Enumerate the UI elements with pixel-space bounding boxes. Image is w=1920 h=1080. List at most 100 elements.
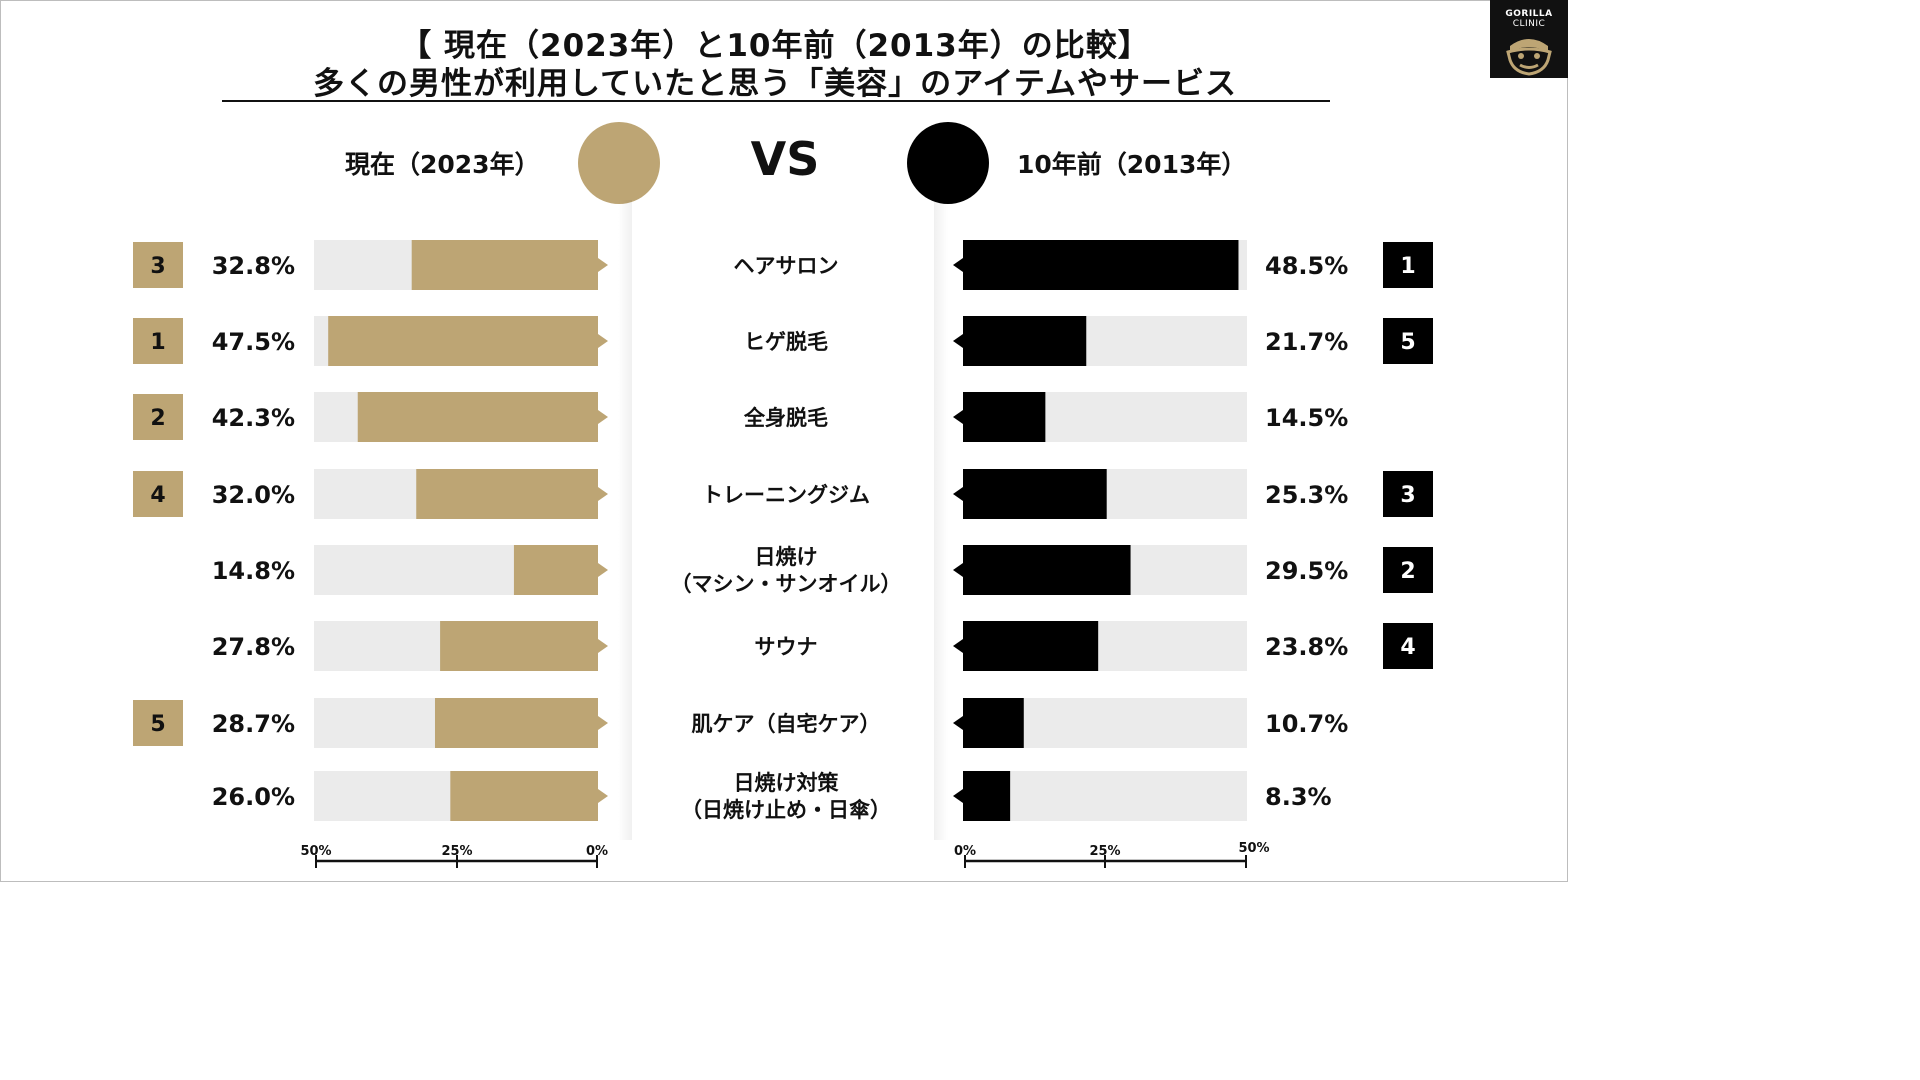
current-rank-number-6: 5	[150, 712, 165, 737]
past-value-label-2: 14.5%	[1265, 404, 1348, 432]
past-value-label-1: 21.7%	[1265, 328, 1348, 356]
past-pointer-2	[953, 410, 963, 424]
current-value-label-5: 27.8%	[212, 633, 295, 661]
current-pointer-6	[598, 716, 608, 730]
past-rank-badge-1	[1383, 318, 1433, 364]
category-label-4-line-1: （マシン・サンオイル）	[671, 572, 902, 596]
current-bar-6	[434, 698, 598, 748]
past-bar-0	[963, 240, 1239, 290]
past-rank-number-1: 5	[1400, 330, 1415, 355]
gorilla-face-icon	[1506, 39, 1552, 76]
past-value-label-6: 10.7%	[1265, 710, 1348, 738]
category-label-4-line-0: 日焼け	[755, 545, 818, 569]
current-pointer-0	[598, 258, 608, 272]
left-axis-tick-label-1: 25%	[441, 844, 472, 859]
current-rank-badge-2	[133, 394, 183, 440]
past-bar-3	[963, 469, 1107, 519]
past-pointer-4	[953, 563, 963, 577]
past-bar-2	[963, 392, 1046, 442]
category-label-6: 肌ケア（自宅ケア）	[692, 712, 881, 736]
current-pointer-4	[598, 563, 608, 577]
past-bar-7	[963, 771, 1011, 821]
legend-dot-current	[578, 122, 660, 204]
current-pointer-2	[598, 410, 608, 424]
past-bar-6	[963, 698, 1024, 748]
past-track-7	[963, 771, 1247, 821]
category-label-7-line-1: （日焼け止め・日傘）	[681, 798, 891, 822]
current-value-label-4: 14.8%	[212, 557, 295, 585]
past-value-label-0: 48.5%	[1265, 252, 1348, 280]
past-bar-1	[963, 316, 1087, 366]
past-rank-badge-4	[1383, 547, 1433, 593]
category-label-5: サウナ	[755, 635, 818, 659]
category-label-1: ヒゲ脱毛	[744, 330, 828, 354]
past-pointer-0	[953, 258, 963, 272]
current-pointer-5	[598, 639, 608, 653]
butterfly-bar-chart: 32.8% 3 48.5% 1 ヘアサロン 47.5% 1 21.7% 5 ヒゲ脱毛 42.3% 2 1…	[133, 240, 1433, 868]
current-bar-1	[328, 316, 598, 366]
category-label-7: 日焼け対策 （日焼け止め・日傘）	[681, 771, 891, 822]
past-value-label-4: 29.5%	[1265, 557, 1348, 585]
past-rank-badge-0	[1383, 242, 1433, 288]
past-pointer-6	[953, 716, 963, 730]
current-rank-number-1: 1	[150, 330, 165, 355]
current-value-label-3: 32.0%	[212, 481, 295, 509]
category-label-7-line-0: 日焼け対策	[734, 771, 840, 795]
past-pointer-3	[953, 487, 963, 501]
past-value-label-5: 23.8%	[1265, 633, 1348, 661]
current-rank-number-3: 4	[150, 483, 165, 508]
past-pointer-7	[953, 789, 963, 803]
past-pointer-5	[953, 639, 963, 653]
current-value-label-1: 47.5%	[212, 328, 295, 356]
past-rank-badge-3	[1383, 471, 1433, 517]
past-value-label-3: 25.3%	[1265, 481, 1348, 509]
current-value-label-0: 32.8%	[212, 252, 295, 280]
right-axis-tick-label-1: 25%	[1089, 844, 1120, 859]
current-bar-0	[411, 240, 598, 290]
chart-title-line-2: 多くの男性が利用していたと思う「美容」のアイテムやサービス	[313, 66, 1237, 102]
vs-label: VS	[750, 132, 820, 186]
category-label-2: 全身脱毛	[743, 406, 828, 430]
legend-dot-past	[907, 122, 989, 204]
divider-shadow-left	[618, 200, 632, 840]
left-axis-tick-label-2: 0%	[586, 844, 608, 859]
current-pointer-7	[598, 789, 608, 803]
current-rank-badge-3	[133, 471, 183, 517]
gorilla-clinic-logo: GORILLA CLINIC	[1490, 0, 1568, 78]
current-bar-3	[416, 469, 598, 519]
title-underline	[222, 100, 1330, 102]
current-rank-badge-0	[133, 242, 183, 288]
past-rank-number-5: 4	[1400, 635, 1415, 660]
logo-text-line-2: CLINIC	[1512, 19, 1546, 29]
legend-label-past: 10年前（2013年）	[1017, 150, 1247, 179]
current-bar-5	[440, 621, 598, 671]
category-label-3: トレーニングジム	[702, 483, 870, 507]
current-bar-2	[357, 392, 598, 442]
chart-title-line-1: 【 現在（2023年）と10年前（2013年）の比較】	[400, 28, 1150, 64]
current-pointer-1	[598, 334, 608, 348]
slide-frame	[0, 0, 1568, 882]
past-pointer-1	[953, 334, 963, 348]
logo-text-line-1: GORILLA	[1505, 9, 1553, 19]
current-value-label-2: 42.3%	[212, 404, 295, 432]
current-pointer-3	[598, 487, 608, 501]
past-value-label-7: 8.3%	[1265, 783, 1332, 811]
category-label-0: ヘアサロン	[734, 254, 839, 278]
past-rank-badge-5	[1383, 623, 1433, 669]
divider-shadow-right	[934, 200, 948, 840]
current-rank-number-0: 3	[150, 254, 165, 279]
past-rank-number-0: 1	[1400, 254, 1415, 279]
left-axis-tick-label-0: 50%	[300, 844, 331, 859]
past-rank-number-4: 2	[1400, 559, 1415, 584]
current-value-label-7: 26.0%	[212, 783, 295, 811]
category-label-4: 日焼け （マシン・サンオイル）	[671, 545, 902, 596]
past-bar-5	[963, 621, 1099, 671]
current-bar-7	[450, 771, 598, 821]
current-value-label-6: 28.7%	[212, 710, 295, 738]
current-rank-badge-6	[133, 700, 183, 746]
past-bar-4	[963, 545, 1131, 595]
legend-label-current: 現在（2023年）	[345, 150, 540, 179]
right-axis-tick-label-0: 0%	[954, 844, 976, 859]
current-rank-badge-1	[133, 318, 183, 364]
current-bar-4	[513, 545, 598, 595]
